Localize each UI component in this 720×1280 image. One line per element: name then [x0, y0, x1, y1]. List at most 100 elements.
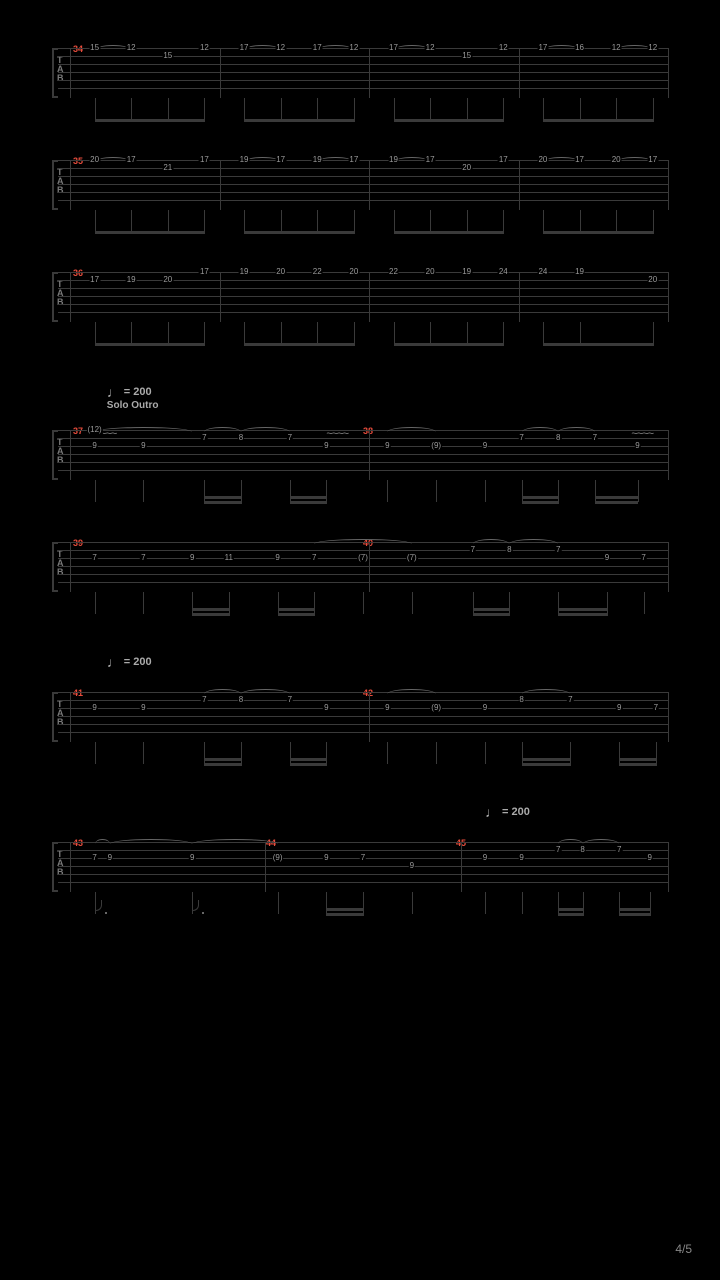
tab-system: 34TAB15121512171217121712151217161212 [58, 48, 668, 98]
fret-number: 9 [189, 854, 195, 862]
beam [278, 613, 316, 616]
string-line [58, 168, 668, 169]
stem [354, 210, 355, 232]
fret-number: 17 [89, 276, 100, 284]
stem [619, 742, 620, 764]
fret-number: 9 [646, 854, 652, 862]
stem [354, 98, 355, 120]
fret-number: 7 [287, 696, 293, 704]
fret-number: (7) [357, 554, 369, 562]
fret-number: 20 [537, 156, 548, 164]
beam-group [58, 322, 668, 352]
fret-number: 20 [162, 276, 173, 284]
fret-number: 7 [470, 546, 476, 554]
fret-number: 7 [653, 704, 659, 712]
string-line [58, 192, 668, 193]
stem [485, 742, 486, 764]
fret-number: 15 [89, 44, 100, 52]
fret-number: 12 [611, 44, 622, 52]
stem [543, 322, 544, 344]
beam [619, 908, 651, 911]
beam-group [58, 98, 668, 128]
fret-number: 20 [461, 164, 472, 172]
stem [503, 322, 504, 344]
tab-system: 434445TAB799(9)979997879 [58, 842, 668, 892]
fret-number: (7) [406, 554, 418, 562]
stem [317, 98, 318, 120]
stem [241, 480, 242, 502]
beam [204, 758, 242, 761]
stem [192, 592, 193, 614]
beam [95, 119, 206, 122]
stem [326, 892, 327, 914]
fret-number: 12 [126, 44, 137, 52]
fret-number: 7 [640, 554, 646, 562]
fret-number: 7 [311, 554, 317, 562]
section-label: Solo Outro [107, 400, 159, 411]
string-line [58, 296, 668, 297]
stem [204, 322, 205, 344]
beam [244, 119, 355, 122]
fret-number: 9 [107, 854, 113, 862]
beam [522, 763, 572, 766]
fret-number: 7 [201, 696, 207, 704]
stem [278, 592, 279, 614]
string-line [58, 692, 668, 693]
stem [394, 322, 395, 344]
fret-number: 19 [239, 156, 250, 164]
stem [143, 480, 144, 502]
beam [619, 758, 657, 761]
fret-number: 19 [388, 156, 399, 164]
tab-system: 4142TAB9978799(9)98797 [58, 692, 668, 742]
stem [281, 98, 282, 120]
tab-system: 35TAB20172117191719171917201720172017 [58, 160, 668, 210]
fret-number: 17 [498, 156, 509, 164]
stem [436, 480, 437, 502]
string-line [58, 462, 668, 463]
slur [95, 839, 110, 844]
stem [131, 322, 132, 344]
tab-clef: TAB [57, 438, 63, 465]
barline [70, 430, 71, 480]
slur [314, 539, 412, 544]
fret-number: 9 [604, 554, 610, 562]
stem [607, 592, 608, 614]
tab-page: 34TAB15121512171217121712151217161212 35T… [0, 0, 720, 1280]
stem [570, 742, 571, 764]
string-line [58, 312, 668, 313]
fret-number: 8 [579, 846, 585, 854]
tab-system: 3738~~~~~~~~~~~~TAB(12)9978799(9)97879 [58, 430, 668, 480]
string-line [58, 724, 668, 725]
string-line [58, 850, 668, 851]
fret-number: 20 [89, 156, 100, 164]
beam [394, 119, 505, 122]
stem [430, 98, 431, 120]
stem [244, 322, 245, 344]
fret-number: 7 [287, 434, 293, 442]
string-line [58, 550, 668, 551]
stem [95, 592, 96, 614]
fret-number: 9 [189, 554, 195, 562]
beam [473, 613, 511, 616]
barline [668, 542, 669, 592]
page-number: 4/5 [675, 1242, 692, 1256]
slur [387, 689, 436, 694]
string-line [58, 874, 668, 875]
fret-number: 7 [91, 854, 97, 862]
barline [668, 48, 669, 98]
barline [369, 692, 370, 742]
beam [543, 119, 654, 122]
fret-number: 17 [388, 44, 399, 52]
stem [204, 480, 205, 502]
beam [326, 913, 364, 916]
barline [519, 272, 520, 322]
stem [503, 98, 504, 120]
stem [467, 98, 468, 120]
fret-number: 9 [616, 704, 622, 712]
beam [290, 758, 328, 761]
beam [558, 913, 583, 916]
fret-number: 11 [224, 554, 234, 562]
beam-group [58, 210, 668, 240]
tab-clef: TAB [57, 700, 63, 727]
stem [95, 322, 96, 344]
